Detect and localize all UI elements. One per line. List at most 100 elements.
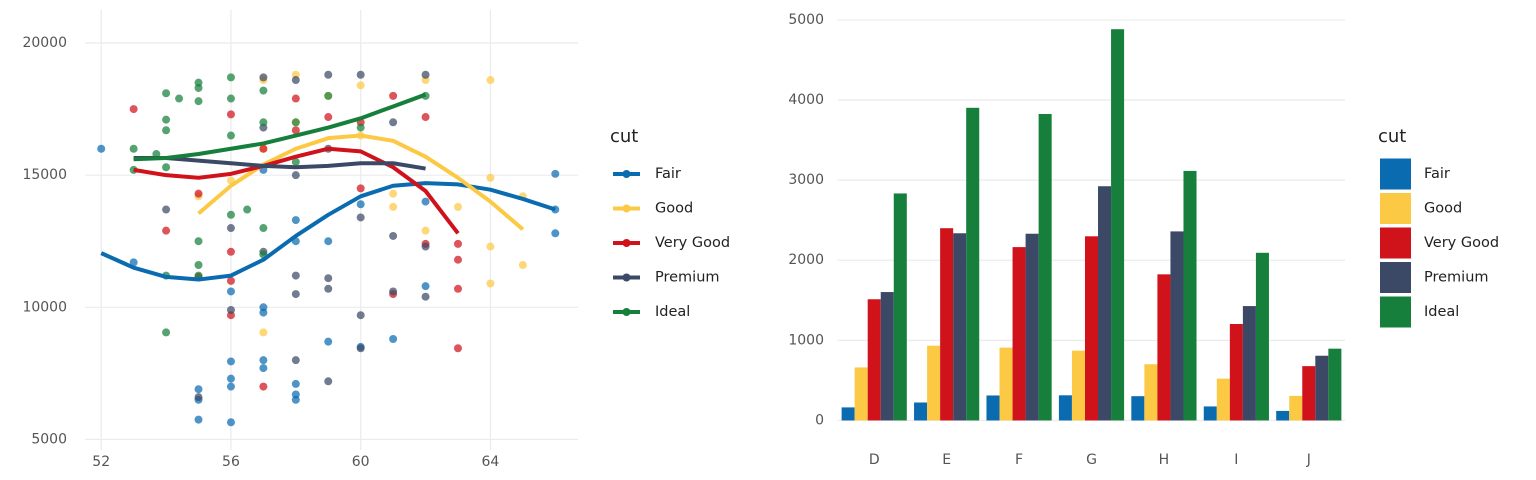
y-tick-label: 0 <box>815 412 824 428</box>
point <box>175 94 184 103</box>
legend-key <box>1380 227 1411 259</box>
point <box>259 86 268 95</box>
point <box>421 242 430 251</box>
legend-title: cut <box>1378 126 1406 147</box>
point <box>291 271 300 280</box>
x-tick-label: 60 <box>352 454 370 470</box>
x-tick-label: D <box>869 452 880 468</box>
point <box>226 374 235 383</box>
trend-line <box>133 92 427 162</box>
point <box>226 305 235 314</box>
point <box>324 377 333 386</box>
point <box>356 123 365 132</box>
legend-key <box>1380 296 1411 328</box>
point <box>259 73 268 82</box>
point <box>356 81 365 90</box>
bar <box>1328 348 1342 421</box>
point <box>194 97 203 106</box>
point <box>259 356 268 365</box>
bar <box>927 345 941 421</box>
bar <box>1012 247 1026 421</box>
bar <box>953 233 967 421</box>
legend-label: Very Good <box>655 235 730 251</box>
point <box>356 184 365 193</box>
point <box>226 210 235 219</box>
point <box>324 284 333 293</box>
point <box>194 385 203 394</box>
legend-key <box>622 308 631 316</box>
legend-label: Fair <box>1424 166 1450 182</box>
bar <box>1276 410 1290 421</box>
legend-label: Ideal <box>655 304 690 320</box>
point <box>226 276 235 285</box>
point <box>259 118 268 127</box>
trend-line <box>133 155 426 171</box>
point <box>291 356 300 365</box>
bar <box>854 367 868 421</box>
bar <box>1058 395 1072 421</box>
trend-line <box>197 133 525 231</box>
bar <box>880 292 894 421</box>
x-tick-label: 52 <box>92 454 110 470</box>
legend-key <box>1380 193 1411 224</box>
trend-line <box>100 181 556 282</box>
point <box>243 205 252 214</box>
point <box>226 287 235 296</box>
legend-label: Good <box>655 201 693 217</box>
point <box>421 226 430 235</box>
point <box>389 189 398 198</box>
point <box>453 239 462 248</box>
legend-label: Good <box>1424 201 1462 217</box>
bar <box>1302 366 1316 421</box>
point <box>259 382 268 391</box>
y-tick-label: 10000 <box>22 299 67 315</box>
point <box>453 255 462 264</box>
x-tick-label: I <box>1234 452 1238 468</box>
point <box>324 237 333 246</box>
point <box>421 292 430 301</box>
point <box>389 335 398 344</box>
y-tick-label: 4000 <box>788 92 824 108</box>
point <box>486 76 495 85</box>
point <box>162 163 171 172</box>
point <box>226 131 235 140</box>
point <box>291 118 300 127</box>
bar <box>1084 236 1099 421</box>
point <box>162 126 171 135</box>
point <box>291 157 300 166</box>
y-tick-label: 5000 <box>31 431 67 447</box>
legend-key <box>622 170 631 178</box>
point <box>226 382 235 391</box>
point <box>129 144 138 153</box>
bar <box>867 299 881 421</box>
point <box>356 344 365 353</box>
point <box>259 308 268 317</box>
point <box>162 205 171 214</box>
bar <box>1315 355 1329 421</box>
bar <box>1203 406 1217 421</box>
legend-key <box>1380 158 1411 190</box>
point <box>162 115 171 124</box>
point <box>226 247 235 256</box>
legend-title: cut <box>610 126 638 147</box>
bar <box>1071 350 1085 421</box>
bar <box>841 407 855 421</box>
point <box>389 91 398 100</box>
point <box>226 94 235 103</box>
x-tick-label: G <box>1086 452 1097 468</box>
point <box>194 393 203 402</box>
bar <box>1111 29 1125 421</box>
point <box>356 200 365 209</box>
point <box>551 169 560 178</box>
point <box>291 216 300 225</box>
point <box>324 113 333 122</box>
point <box>194 237 203 246</box>
point <box>421 113 430 122</box>
x-tick-label: J <box>1306 452 1311 468</box>
point <box>389 118 398 127</box>
bar <box>1144 364 1158 421</box>
bar <box>1025 233 1039 421</box>
point <box>194 415 203 424</box>
bar <box>1131 396 1145 421</box>
point <box>356 311 365 320</box>
